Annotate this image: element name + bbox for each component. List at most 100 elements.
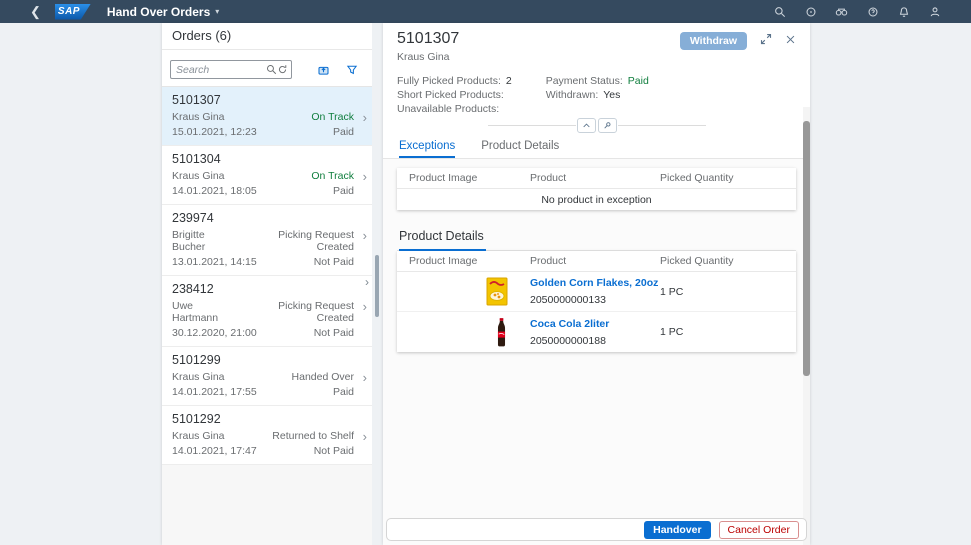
tab-exceptions[interactable]: Exceptions <box>399 140 456 158</box>
order-detail-actions: Withdraw <box>679 30 796 50</box>
order-payment: Not Paid <box>313 327 354 339</box>
order-detail-panel: 5101307 Kraus Gina Withdraw Fully Picked… <box>383 23 810 545</box>
column-header: Product <box>530 255 567 267</box>
collapse-header-button[interactable] <box>576 118 596 133</box>
header-collapse-bar <box>397 117 796 134</box>
order-payment: Not Paid <box>313 445 354 457</box>
order-customer: Kraus Gina <box>172 430 225 442</box>
shell-bar: ❮ SAP Hand Over Orders ▾ <box>0 0 971 23</box>
search-icon[interactable] <box>769 4 790 20</box>
app-title[interactable]: Hand Over Orders <box>106 4 211 19</box>
tab-product-details[interactable]: Product Details <box>481 140 560 152</box>
order-payment: Paid <box>332 126 354 138</box>
order-datetime: 15.01.2021, 12:23 <box>172 126 257 138</box>
info-label: Short Picked Products: <box>397 89 504 101</box>
picked-quantity: 1 PC <box>660 285 684 298</box>
search-input[interactable] <box>176 63 266 76</box>
left-margin <box>0 23 162 545</box>
splitter-expand-button[interactable]: › <box>365 275 369 289</box>
info-value: 2 <box>505 75 512 87</box>
scrollbar-track[interactable] <box>803 107 810 545</box>
info-label: Payment Status: <box>545 75 623 87</box>
search-icon[interactable] <box>266 64 277 75</box>
order-id: 5101299 <box>172 353 221 367</box>
product-link[interactable]: Coca Cola 2liter <box>530 317 610 330</box>
column-header: Product Image <box>409 255 478 267</box>
order-list-item[interactable]: 238412 Uwe Hartmann Picking Request Crea… <box>162 276 372 347</box>
product-row[interactable]: Golden Corn Flakes, 20oz 2050000000133 1… <box>397 272 796 312</box>
order-customer: Kraus Gina <box>172 170 225 182</box>
order-list-item[interactable]: 5101299 Kraus Gina Handed Over 14.01.202… <box>162 347 372 406</box>
copilot-icon[interactable] <box>800 4 821 20</box>
order-customer: Brigitte Bucher <box>172 229 206 253</box>
expand-icon[interactable] <box>760 32 772 50</box>
divider <box>617 125 706 126</box>
order-datetime: 14.01.2021, 18:05 <box>172 185 257 197</box>
product-details-section-title: Product Details <box>397 223 796 251</box>
right-margin <box>810 23 971 545</box>
user-icon[interactable] <box>924 4 945 20</box>
detail-footer-toolbar: Handover Cancel Order <box>386 518 807 541</box>
scrollbar-thumb[interactable] <box>803 121 810 376</box>
exceptions-table: Product Image Product Picked Quantity No… <box>397 168 796 210</box>
order-datetime: 14.01.2021, 17:47 <box>172 445 257 457</box>
order-customer: Kraus Gina <box>172 371 225 383</box>
table-header-row: Product Image Product Picked Quantity <box>397 168 796 189</box>
order-payment: Not Paid <box>313 256 354 268</box>
table-header-row: Product Image Product Picked Quantity <box>397 251 796 272</box>
order-list-item[interactable]: 239974 Brigitte Bucher Picking Request C… <box>162 205 372 276</box>
order-list-item[interactable]: 5101304 Kraus Gina On Track 14.01.2021, … <box>162 146 372 205</box>
order-datetime: 30.12.2020, 21:00 <box>172 327 257 339</box>
column-header: Picked Quantity <box>660 172 734 184</box>
product-ean: 2050000000133 <box>530 294 606 306</box>
sap-logo: SAP <box>54 3 91 20</box>
pin-header-button[interactable] <box>597 118 617 133</box>
bell-icon[interactable] <box>893 4 914 20</box>
order-customer: Kraus Gina <box>172 111 225 123</box>
order-id: 239974 <box>172 211 214 225</box>
panel-splitter: › <box>365 23 383 545</box>
detail-body: Product Image Product Picked Quantity No… <box>383 159 810 545</box>
picked-quantity: 1 PC <box>660 326 684 338</box>
order-id: 5101292 <box>172 412 221 426</box>
chevron-right-icon: › <box>362 370 367 385</box>
refresh-icon[interactable] <box>277 64 288 75</box>
handover-button[interactable]: Handover <box>644 520 711 539</box>
column-header: Picked Quantity <box>660 255 734 267</box>
order-status: Handed Over <box>291 371 354 383</box>
order-datetime: 14.01.2021, 17:55 <box>172 386 257 398</box>
orders-list-toolbar <box>170 60 364 79</box>
search-field[interactable] <box>170 60 292 79</box>
chevron-down-icon[interactable]: ▾ <box>215 7 220 16</box>
column-header: Product <box>530 172 567 184</box>
export-icon[interactable] <box>317 64 330 76</box>
cancel-order-button[interactable]: Cancel Order <box>718 520 799 539</box>
order-list-item[interactable]: 5101292 Kraus Gina Returned to Shelf 14.… <box>162 406 372 465</box>
order-info: Fully Picked Products: 2 Short Picked Pro… <box>397 74 796 116</box>
order-id: 5101304 <box>172 152 221 166</box>
chevron-right-icon: › <box>362 429 367 444</box>
product-details-table: Product Image Product Picked Quantity <box>397 251 796 352</box>
product-ean: 2050000000188 <box>530 334 606 347</box>
product-row[interactable]: Coca Cola 2liter 2050000000188 1 PC <box>397 312 796 352</box>
close-icon[interactable] <box>785 32 796 50</box>
section-anchor[interactable]: Product Details <box>399 223 486 251</box>
info-label: Fully Picked Products: <box>397 75 501 87</box>
info-label: Withdrawn: <box>545 89 599 101</box>
coke-bottle-image <box>495 317 508 348</box>
order-status: Picking Request Created <box>278 229 354 253</box>
product-link[interactable]: Golden Corn Flakes, 20oz <box>530 277 659 289</box>
order-status: Returned to Shelf <box>272 430 354 442</box>
info-label: Unavailable Products: <box>397 103 500 115</box>
filter-icon[interactable] <box>346 64 358 76</box>
withdraw-button[interactable]: Withdraw <box>679 32 747 50</box>
chevron-right-icon: › <box>362 299 367 314</box>
order-list-item[interactable]: 5101307 Kraus Gina On Track 15.01.2021, … <box>162 87 372 146</box>
chevron-right-icon: › <box>362 228 367 243</box>
help-icon[interactable] <box>862 4 883 20</box>
binoculars-icon[interactable] <box>831 4 852 20</box>
splitter-grip[interactable] <box>375 255 379 317</box>
back-icon[interactable]: ❮ <box>30 4 41 19</box>
exceptions-empty-message: No product in exception <box>541 193 652 206</box>
order-customer: Uwe Hartmann <box>172 300 219 324</box>
